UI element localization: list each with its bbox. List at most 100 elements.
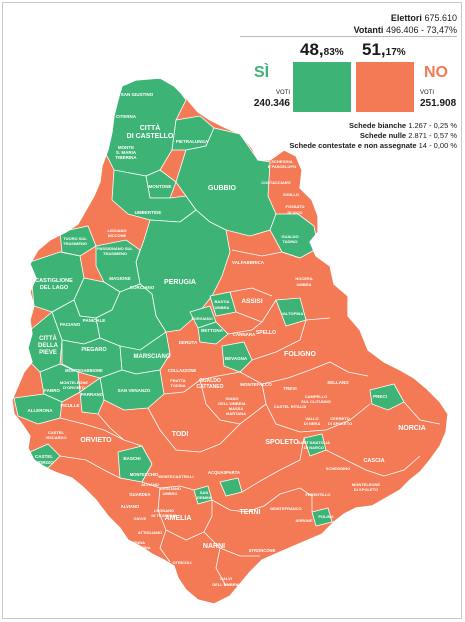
schede-nulle-value: 2.871 - 0,57 % bbox=[408, 131, 457, 140]
map-label: TODI bbox=[172, 431, 189, 438]
map-label: FRATTA bbox=[170, 378, 186, 383]
map-label: UMBRA bbox=[215, 305, 230, 310]
map-label: PASSIGNANO SUL bbox=[97, 246, 133, 251]
map-label: SUL CLITUNNO bbox=[301, 399, 331, 404]
map-label: PENNA bbox=[131, 540, 145, 545]
map-label: PANICALE bbox=[83, 318, 106, 323]
map-label: DI NARCO bbox=[304, 445, 324, 450]
si-voti-label: VOTI bbox=[275, 90, 290, 96]
map-label: GIANO bbox=[225, 396, 238, 401]
map-label: CANNARA bbox=[233, 332, 256, 337]
map-label: ALVIANO bbox=[121, 504, 140, 509]
no-voti-label: VOTI bbox=[420, 90, 435, 96]
map-label: CASTIGLIONE bbox=[35, 278, 73, 284]
map-label: TIBERINA bbox=[115, 155, 137, 160]
schede-contestate-value: 14 - 0,00 % bbox=[418, 141, 457, 150]
map-label: FERENTILLO bbox=[305, 492, 330, 497]
map-label: SCHEGGINO bbox=[326, 466, 350, 471]
map-label: VALTOPINA bbox=[281, 311, 304, 316]
map-label: IN TEVERINA bbox=[151, 513, 176, 518]
schede-nulle-label: Schede nulle bbox=[359, 131, 407, 140]
map-label: PRECI bbox=[373, 394, 387, 399]
map-label: TRASIMENO bbox=[63, 241, 87, 246]
schede-bianche-label: Schede bianche bbox=[349, 121, 407, 130]
map-label: BASCHI bbox=[123, 456, 140, 461]
map-label: TUORO SUL bbox=[63, 236, 87, 241]
map-label: MONTONE bbox=[149, 184, 172, 189]
divider bbox=[240, 36, 457, 37]
map-label: PIEVE bbox=[39, 350, 57, 356]
map-label: SELLANO bbox=[327, 380, 349, 385]
map-label: CASTEL bbox=[48, 430, 65, 435]
si-label: SÌ bbox=[254, 64, 270, 81]
map-label: POLINO bbox=[318, 514, 333, 519]
map-label: NOCERA bbox=[295, 276, 312, 281]
map-label: MONTECCHIO bbox=[130, 472, 159, 477]
region-bettona bbox=[197, 321, 229, 345]
no-voti-count: 251.908 bbox=[420, 98, 457, 109]
map-label: CERRETO bbox=[330, 416, 349, 421]
map-label: CASCIA bbox=[363, 458, 384, 464]
map-label: CITTÀ bbox=[39, 335, 57, 342]
map-label: MASSA bbox=[229, 406, 244, 411]
map-label: UMBRA bbox=[297, 282, 312, 287]
map-label: PARRANO bbox=[81, 392, 104, 397]
map-label: CORCIANO bbox=[130, 285, 155, 290]
map-label: PACIANO bbox=[60, 322, 81, 327]
map-label: DI NERA bbox=[304, 421, 321, 426]
region-marsciano bbox=[95, 283, 171, 375]
map-label: AMELIA bbox=[165, 515, 192, 522]
map-label: MARTANA bbox=[226, 411, 246, 416]
map-label: SAN VENANZO bbox=[118, 388, 151, 393]
map-label: CAMPELLO bbox=[305, 394, 327, 399]
map-label: CALVI bbox=[220, 576, 232, 581]
elettori-label: Elettori bbox=[390, 13, 422, 23]
map-label: TADINO bbox=[282, 239, 297, 244]
map-label: GIOVE bbox=[134, 516, 147, 521]
map-label: VISCARDO bbox=[45, 435, 66, 440]
map-label: PIETRALUNGA bbox=[176, 139, 209, 144]
map-label: DELL'UMBRIA bbox=[218, 401, 246, 406]
map-label: CITTÀ bbox=[140, 123, 161, 132]
map-label: DI SPOLETO bbox=[354, 487, 378, 492]
schede-contestate-label: Schede contestate e non assegnate bbox=[289, 141, 417, 150]
map-label: ORVIETO bbox=[80, 437, 112, 444]
elettori-value: 675.610 bbox=[424, 13, 457, 23]
map-label: FOSSATO bbox=[286, 204, 305, 209]
map-label: SAN bbox=[200, 490, 209, 495]
map-label: COLLAZZONE bbox=[168, 368, 197, 373]
map-label: BEVAGNA bbox=[225, 356, 248, 361]
map-label: STRONCONE bbox=[249, 548, 276, 553]
map-labels: SAN GIUSTINO CITERNA CITTÀ DI CASTELLO M… bbox=[28, 92, 426, 587]
voters-summary: Elettori 675.610 Votanti 496.406 - 73,47… bbox=[354, 12, 457, 36]
map-label: MONTEFRANCO bbox=[270, 506, 302, 511]
region-preci bbox=[369, 383, 405, 411]
map-label: LISCIANO bbox=[107, 228, 126, 233]
map-label: FOLIGNO bbox=[284, 351, 316, 358]
map-label: TRASIMENO bbox=[103, 251, 127, 256]
map-label: IN TEVERINA bbox=[125, 545, 150, 550]
map-label: SAN GIUSTINO bbox=[121, 92, 154, 97]
map-label: MARSCIANO bbox=[134, 354, 171, 360]
map-label: PERUGIA bbox=[164, 279, 196, 286]
map-label: MONTE bbox=[118, 145, 134, 150]
map-label: SCHEGGIA bbox=[271, 159, 292, 164]
map-label: E PASCELUPO bbox=[268, 164, 296, 169]
map-label: D'ORVIETO bbox=[63, 385, 85, 390]
map-label: DELL'UMBRIA bbox=[212, 582, 240, 587]
map-label: MONTELEONE bbox=[60, 380, 89, 385]
map-label: DI VICO bbox=[288, 210, 303, 215]
no-percentage: 51,17% bbox=[362, 40, 406, 59]
map-label: CASTEL bbox=[35, 454, 53, 459]
no-label: NO bbox=[424, 64, 448, 81]
map-label: ALVIANO bbox=[141, 482, 159, 487]
map-label: BETTONA bbox=[201, 328, 223, 333]
si-color-box bbox=[293, 62, 351, 112]
map-label: DI CASTELLO bbox=[127, 133, 174, 140]
map-label: CASTEL RITALDI bbox=[274, 404, 307, 409]
map-label: ALLERONA bbox=[28, 408, 54, 413]
votanti-label: Votanti bbox=[353, 25, 384, 35]
map-label: TORGIANO bbox=[191, 316, 212, 321]
map-label: NICCONE bbox=[108, 233, 127, 238]
